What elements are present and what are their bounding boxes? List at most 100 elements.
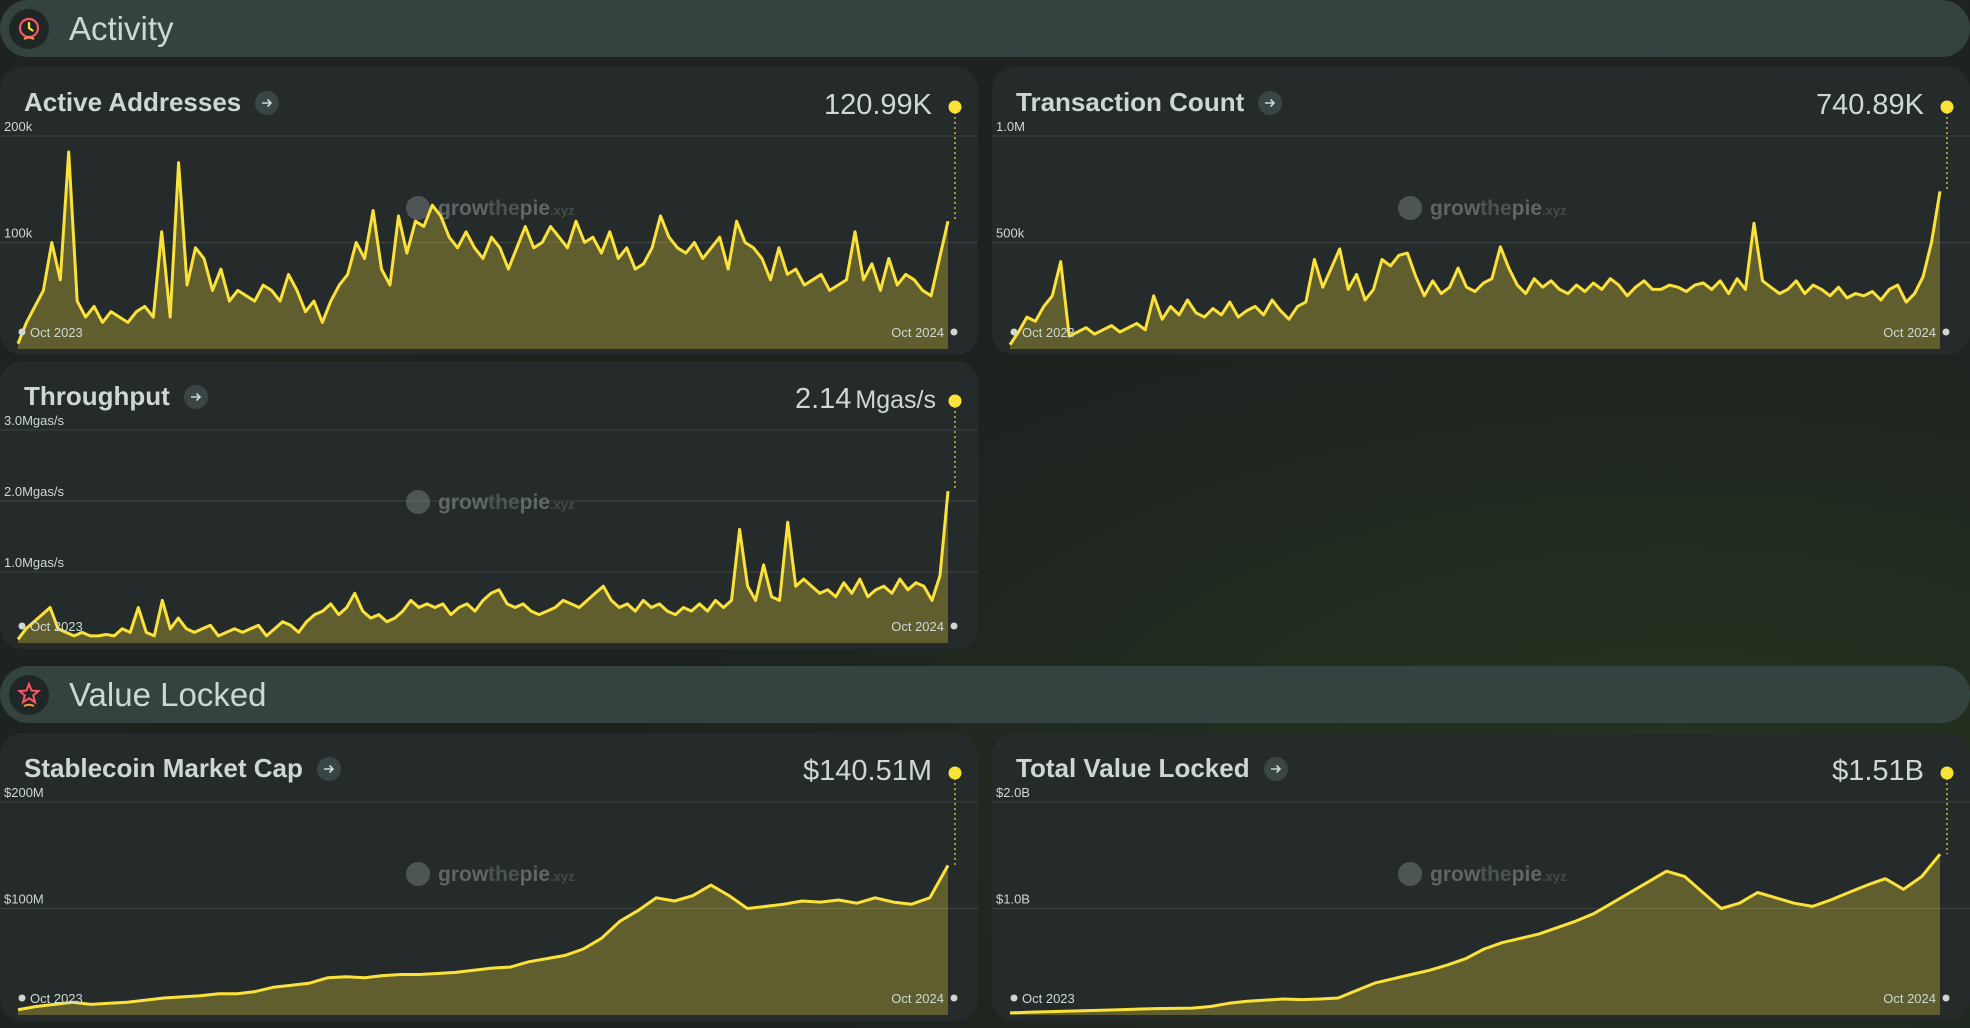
chart-card-transaction-count[interactable]: 1.0M 500k growthepie.xyz Oct 2023 Oct 2024 T… <box>992 67 1970 355</box>
x-start-label: Oct 2023 <box>30 325 83 340</box>
watermark: growthepie.xyz <box>1398 862 1567 886</box>
y-tick-label: $100M <box>4 892 44 907</box>
chart-active-addresses: 200k 100k growthepie.xyz Oct 2023 Oct 2024 <box>0 100 978 349</box>
y-tick-label: 500k <box>996 226 1025 241</box>
chart-card-stablecoin-market-cap[interactable]: $200M $100M growthepie.xyz Oct 2023 Oct 2024… <box>0 733 978 1021</box>
chart-card-total-value-locked[interactable]: $2.0B $1.0B growthepie.xyz Oct 2023 Oct 2024… <box>992 733 1970 1021</box>
pie-logo-icon <box>1398 196 1423 220</box>
chart-title[interactable]: Transaction Count <box>1016 87 1283 118</box>
date-end-dot <box>950 994 958 1002</box>
watermark-text: growthepie.xyz <box>438 197 575 220</box>
section-title: Activity <box>69 9 174 47</box>
current-value-dot <box>948 100 962 114</box>
y-tick-label: $1.0B <box>996 892 1030 907</box>
value-text: 740.89K <box>1815 89 1924 121</box>
value-text: $1.51B <box>1832 755 1924 787</box>
current-value-dot <box>1940 100 1954 114</box>
chart-card-throughput[interactable]: 3.0Mgas/s 2.0Mgas/s 1.0Mgas/s growthepie.xy… <box>0 361 978 649</box>
chart-current-value: 120.99K <box>824 89 936 122</box>
value-text: $140.51M <box>803 755 932 787</box>
y-tick-label: 100k <box>4 226 33 241</box>
date-start-dot <box>18 994 26 1002</box>
pie-logo-icon <box>1398 862 1423 886</box>
chart-transaction-count: 1.0M 500k growthepie.xyz Oct 2023 Oct 2024 <box>992 100 1970 349</box>
y-tick-label: 2.0Mgas/s <box>4 484 64 499</box>
chart-title[interactable]: Stablecoin Market Cap <box>24 753 341 784</box>
series-area <box>18 152 948 349</box>
arrow-right-icon[interactable] <box>255 90 280 115</box>
chart-total-value-locked: $2.0B $1.0B growthepie.xyz Oct 2023 Oct 2024 <box>992 766 1970 1015</box>
y-tick-label: 1.0Mgas/s <box>4 555 64 570</box>
pie-logo-icon <box>406 490 431 514</box>
current-value-dot <box>1940 766 1954 780</box>
x-start-label: Oct 2023 <box>1022 991 1075 1006</box>
chart-title[interactable]: Throughput <box>24 381 208 412</box>
date-start-dot <box>18 328 26 336</box>
y-tick-label: $200M <box>4 785 44 800</box>
series-line <box>16 150 950 345</box>
x-end-label: Oct 2024 <box>891 325 944 340</box>
pie-logo-icon <box>406 862 431 886</box>
chart-card-active-addresses[interactable]: 200k 100k growthepie.xyz Oct 2023 Oct 2024 A… <box>0 67 978 355</box>
watermark: growthepie.xyz <box>406 490 575 514</box>
series-line <box>16 490 950 641</box>
x-start-label: Oct 2023 <box>1022 325 1075 340</box>
chart-title-text: Total Value Locked <box>1016 753 1250 783</box>
date-end-dot <box>950 328 958 336</box>
current-value-dot <box>948 766 962 780</box>
x-end-label: Oct 2024 <box>1883 991 1936 1006</box>
value-unit: Mgas/s <box>855 386 936 414</box>
section-header-value-locked: Value Locked <box>0 666 1970 723</box>
watermark: growthepie.xyz <box>406 862 575 886</box>
clock-icon <box>9 8 49 49</box>
chart-stablecoin-market-cap: $200M $100M growthepie.xyz Oct 2023 Oct 2024 <box>0 766 978 1015</box>
arrow-right-icon[interactable] <box>1258 90 1283 115</box>
date-end-dot <box>1942 994 1950 1002</box>
x-end-label: Oct 2024 <box>891 991 944 1006</box>
date-start-dot <box>1010 328 1018 336</box>
chart-current-value: 2.14 Mgas/s <box>795 383 936 416</box>
date-start-dot <box>1010 994 1018 1002</box>
x-start-label: Oct 2023 <box>30 619 83 634</box>
series-line <box>1008 191 1942 346</box>
arrow-right-icon[interactable] <box>316 756 341 781</box>
date-end-dot <box>1942 328 1950 336</box>
chart-current-value: 740.89K <box>1816 89 1928 122</box>
arrow-right-icon[interactable] <box>183 384 208 409</box>
y-tick-label: $2.0B <box>996 785 1030 800</box>
chart-title-text: Transaction Count <box>1016 87 1245 117</box>
series-line <box>1009 853 1942 1015</box>
pie-logo-icon <box>406 196 431 220</box>
y-tick-label: 200k <box>4 119 33 134</box>
watermark-text: growthepie.xyz <box>438 863 575 886</box>
chart-title-text: Active Addresses <box>24 87 242 117</box>
series-area <box>1010 191 1940 349</box>
chart-title[interactable]: Active Addresses <box>24 87 280 118</box>
watermark: growthepie.xyz <box>406 196 575 220</box>
chart-title[interactable]: Total Value Locked <box>1016 753 1288 784</box>
chart-throughput: 3.0Mgas/s 2.0Mgas/s 1.0Mgas/s growthepie.xy… <box>0 394 978 643</box>
watermark-text: growthepie.xyz <box>1430 863 1567 886</box>
chart-title-text: Stablecoin Market Cap <box>24 753 303 783</box>
date-start-dot <box>18 622 26 630</box>
current-value-dot <box>948 394 962 408</box>
chart-current-value: $140.51M <box>803 755 936 788</box>
x-start-label: Oct 2023 <box>30 991 83 1006</box>
x-end-label: Oct 2024 <box>1883 325 1936 340</box>
series-line <box>17 864 950 1012</box>
value-text: 2.14 <box>794 383 852 415</box>
watermark-text: growthepie.xyz <box>1430 197 1567 220</box>
value-text: 120.99K <box>823 89 932 121</box>
date-end-dot <box>950 622 958 630</box>
y-tick-label: 3.0Mgas/s <box>4 413 64 428</box>
section-header-activity: Activity <box>0 0 1970 57</box>
chart-title-text: Throughput <box>24 381 170 411</box>
chart-current-value: $1.51B <box>1832 755 1928 788</box>
watermark: growthepie.xyz <box>1398 196 1567 220</box>
series-area <box>1010 854 1940 1015</box>
x-end-label: Oct 2024 <box>891 619 944 634</box>
series-area <box>18 865 948 1015</box>
y-tick-label: 1.0M <box>996 119 1025 134</box>
series-area <box>18 491 948 643</box>
arrow-right-icon[interactable] <box>1263 756 1288 781</box>
